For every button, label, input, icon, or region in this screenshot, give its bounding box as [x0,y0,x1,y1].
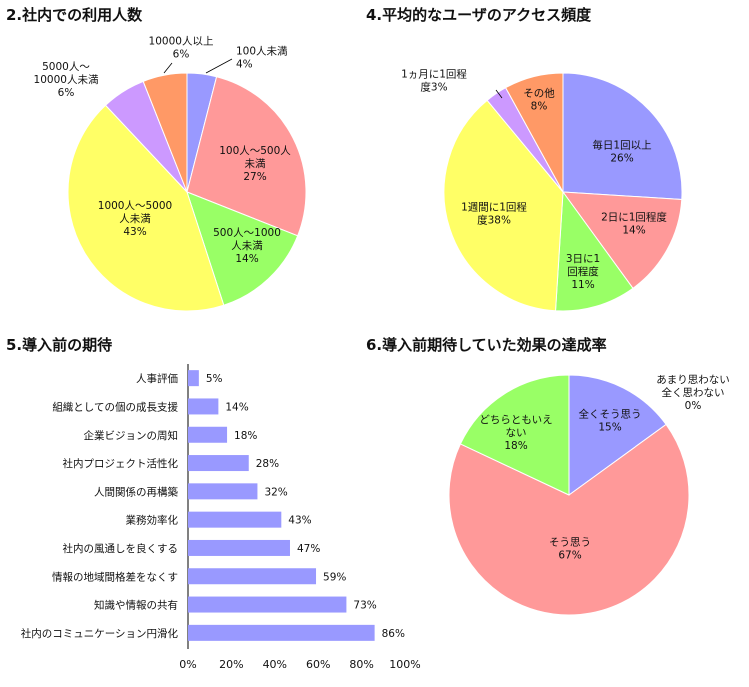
bar-category-label-3: 社内プロジェクト活性化 [63,457,179,470]
pie-achievement-slice-label-0: 全くそう思う 15% [579,408,642,434]
bar-1 [188,398,219,415]
bar-2 [188,426,228,443]
bar-category-label-9: 社内のコミュニケーション円滑化 [21,627,179,640]
pie-access-slice-1 [561,191,683,289]
bar-category-label-6: 社内の風通しを良くする [63,542,179,555]
bar-value-label-0: 5% [206,373,223,385]
bar-category-label-8: 知識や情報の共有 [94,599,178,612]
bar-category-label-4: 人間関係の再構築 [94,485,178,498]
pie-achievement-slice-label-3: あまり思わない全く思わない 0% [656,374,730,412]
pie-access-slice-label-3: 1週間に1回程度38% [461,202,527,227]
bar-category-label-0: 人事評価 [136,372,178,385]
bar-8 [188,596,347,613]
bar-9 [188,624,375,641]
pie-users-slice-label-3: 1000人～5000 人未満 43% [98,200,172,238]
pie-access-slice-5 [504,72,564,193]
pie-achievement-slice-2 [459,374,570,496]
bar-3 [188,455,249,472]
bar-value-label-1: 14% [225,401,248,413]
pie-users-slice-label-0: 100人未満 4% [236,46,288,71]
pie-users-slice-label-2: 500人～1000 人未満 14% [213,227,281,265]
bar-value-label-8: 73% [353,600,376,612]
bar-x-tick-label-3: 60% [306,658,330,671]
pie-achievement-slice-label-1: そう思う 67% [549,537,591,562]
chart-title-access-frequency: 4.平均的なユーザのアクセス頻度 [366,6,592,24]
bar-5 [188,511,282,528]
pie-achievement-slice-label-2: どちらともいえない 18% [479,414,552,452]
bar-category-label-5: 業務効率化 [126,514,179,527]
pie-access-slice-0 [562,72,683,201]
pie-users-leader-line-1 [163,62,173,74]
bar-x-tick-label-1: 20% [219,658,243,671]
pie-users-leader-line-0 [205,58,233,74]
bar-0 [188,370,199,387]
pie-achievement-slice-0 [568,374,667,496]
pie-access-slice-label-5: その他 8% [523,87,555,113]
bar-x-tick-label-2: 40% [263,658,287,671]
pie-users-slice-label-5: 10000人以上 6% [149,36,214,61]
pie-access-slice-2 [554,190,634,312]
chart-title-user-count: 2.社内での利用人数 [6,6,143,24]
bar-x-tick-label-4: 80% [349,658,373,671]
pie-access-slice-label-2: 3日に1 回程度 11% [566,253,600,291]
bar-category-label-7: 情報の地域間格差をなくす [52,570,178,583]
pie-access-slice-3 [443,99,564,312]
bar-value-label-3: 28% [256,458,279,470]
chart-title-expectations: 5.導入前の期待 [6,336,113,354]
bar-7 [188,568,317,585]
bar-value-label-5: 43% [288,515,311,527]
bar-4 [188,483,258,500]
pie-users-slice-label-1: 100人～500人未満 27% [219,145,291,183]
pie-access-leader-line-0 [495,89,503,99]
pie-users-slice-1 [186,76,307,237]
bar-x-tick-label-5: 100% [389,658,420,671]
pie-access-slice-label-0: 毎日1回以上 26% [592,139,651,165]
bar-value-label-7: 59% [323,571,346,583]
bar-value-label-4: 32% [264,486,287,498]
pie-achievement-slice-1 [448,423,690,616]
pie-users-slice-label-4: 5000人～ 10000人未満 6% [34,61,99,99]
bar-category-label-1: 組織としての個の成長支援 [52,400,178,413]
pie-access-slice-label-4: 1ヵ月に1回程度3% [401,69,467,94]
bar-value-label-6: 47% [297,543,320,555]
bar-6 [188,539,290,556]
pie-users-slice-3 [67,104,225,312]
pie-users-slice-5 [142,72,188,193]
pie-access-slice-label-1: 2日に1回程度 14% [601,211,667,237]
bar-x-tick-label-0: 0% [179,658,196,671]
bar-value-label-9: 86% [382,628,405,640]
chart-title-achievement-rate: 6.導入前期待していた効果の達成率 [366,336,607,354]
bar-value-label-2: 18% [234,430,257,442]
bar-category-label-2: 企業ビジョンの周知 [84,429,179,442]
